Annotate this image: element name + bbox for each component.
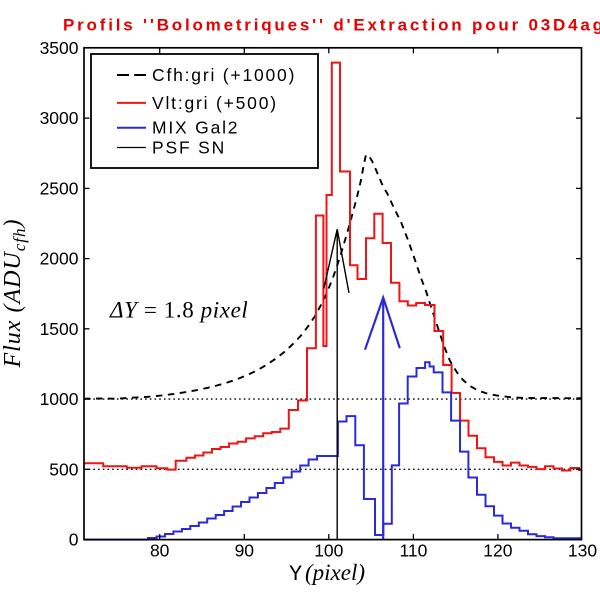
svg-text:100: 100 <box>314 541 343 561</box>
svg-text:500: 500 <box>49 459 78 479</box>
svg-text:Vlt:gri (+500): Vlt:gri (+500) <box>152 93 278 113</box>
svg-text:1500: 1500 <box>40 319 79 339</box>
svg-text:ΔY = 1.8 pixel: ΔY = 1.8 pixel <box>109 298 248 323</box>
svg-text:Y: Y <box>289 562 302 587</box>
svg-text:90: 90 <box>235 541 255 561</box>
svg-text:MIX Gal2: MIX Gal2 <box>152 118 239 138</box>
svg-text:Cfh:gri (+1000): Cfh:gri (+1000) <box>152 65 296 85</box>
svg-text:1000: 1000 <box>40 389 79 409</box>
svg-text:110: 110 <box>399 541 427 561</box>
svg-text:2000: 2000 <box>40 249 79 269</box>
svg-text:(pixel): (pixel) <box>305 560 365 585</box>
svg-text:Flux (ADUcfh): Flux (ADUcfh) <box>0 218 29 368</box>
svg-text:2500: 2500 <box>40 178 79 198</box>
svg-text:3000: 3000 <box>40 108 79 128</box>
svg-text:80: 80 <box>150 541 170 561</box>
svg-text:Profils ''Bolometriques'' d'Ex: Profils ''Bolometriques'' d'Extraction p… <box>63 15 600 34</box>
svg-text:130: 130 <box>568 541 597 561</box>
svg-text:PSF SN: PSF SN <box>152 138 226 158</box>
svg-text:120: 120 <box>483 541 512 561</box>
svg-text:3500: 3500 <box>40 38 79 58</box>
svg-text:0: 0 <box>69 530 79 550</box>
